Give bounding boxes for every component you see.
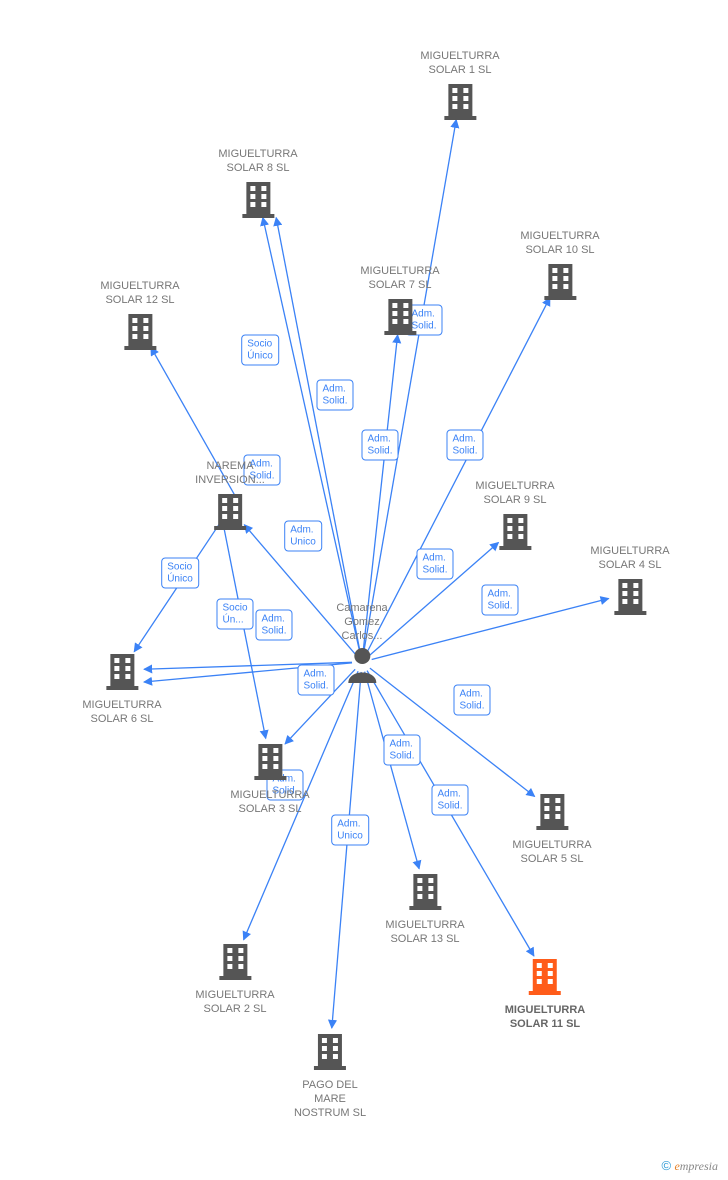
- edge: [370, 668, 535, 796]
- edge-label: Adm. Unico: [284, 521, 322, 552]
- building-icon: [527, 955, 563, 1000]
- company-label: MIGUELTURRA SOLAR 8 SL: [218, 148, 297, 176]
- company-node[interactable]: NAREMA INVERSION...: [195, 460, 265, 535]
- edge: [365, 672, 419, 869]
- building-icon: [104, 650, 140, 695]
- edge: [332, 672, 361, 1028]
- building-icon: [542, 260, 578, 305]
- company-label: MIGUELTURRA SOLAR 2 SL: [195, 989, 274, 1017]
- company-node[interactable]: MIGUELTURRA SOLAR 7 SL: [360, 265, 439, 340]
- copyright-symbol: ©: [662, 1158, 672, 1173]
- company-label: MIGUELTURRA SOLAR 3 SL: [230, 789, 309, 817]
- building-icon: [497, 510, 533, 555]
- person-node[interactable]: Camarena Gomez Carlos...: [336, 602, 387, 688]
- company-label: MIGUELTURRA SOLAR 11 SL: [505, 1004, 585, 1032]
- footer: © empresia: [662, 1158, 719, 1174]
- person-label: Camarena Gomez Carlos...: [336, 602, 387, 643]
- company-node[interactable]: MIGUELTURRA SOLAR 11 SL: [505, 955, 585, 1032]
- edge-label: Adm. Unico: [331, 815, 369, 846]
- edge: [263, 217, 360, 652]
- company-node[interactable]: PAGO DEL MARE NOSTRUM SL: [294, 1030, 366, 1120]
- edge-label: Socio Ún...: [216, 599, 253, 630]
- person-icon: [336, 645, 387, 688]
- company-node[interactable]: MIGUELTURRA SOLAR 6 SL: [82, 650, 161, 727]
- edge-label: Adm. Solid.: [446, 430, 483, 461]
- edge-label: Adm. Solid.: [316, 380, 353, 411]
- edge-label: Adm. Solid.: [297, 665, 334, 696]
- building-icon: [442, 80, 478, 125]
- edge-label: Adm. Solid.: [453, 685, 490, 716]
- company-label: PAGO DEL MARE NOSTRUM SL: [294, 1079, 366, 1120]
- edge-label: Socio Único: [241, 335, 279, 366]
- company-label: MIGUELTURRA SOLAR 1 SL: [420, 50, 499, 78]
- company-node[interactable]: MIGUELTURRA SOLAR 2 SL: [195, 940, 274, 1017]
- company-label: MIGUELTURRA SOLAR 4 SL: [590, 545, 669, 573]
- edge: [276, 218, 360, 653]
- edge-label: Adm. Solid.: [383, 735, 420, 766]
- company-label: MIGUELTURRA SOLAR 5 SL: [512, 839, 591, 867]
- building-icon: [240, 178, 276, 223]
- edge-label: Adm. Solid.: [416, 549, 453, 580]
- building-icon: [122, 310, 158, 355]
- company-label: MIGUELTURRA SOLAR 6 SL: [82, 699, 161, 727]
- company-label: MIGUELTURRA SOLAR 13 SL: [385, 919, 464, 947]
- edge-label: Adm. Solid.: [481, 585, 518, 616]
- building-icon: [312, 1030, 348, 1075]
- company-node[interactable]: MIGUELTURRA SOLAR 10 SL: [520, 230, 599, 305]
- company-label: MIGUELTURRA SOLAR 10 SL: [520, 230, 599, 258]
- company-node[interactable]: MIGUELTURRA SOLAR 3 SL: [230, 740, 309, 817]
- edge-label: Adm. Solid.: [361, 430, 398, 461]
- company-node[interactable]: MIGUELTURRA SOLAR 8 SL: [218, 148, 297, 223]
- company-node[interactable]: MIGUELTURRA SOLAR 12 SL: [100, 280, 179, 355]
- edge-label: Adm. Solid.: [431, 785, 468, 816]
- building-icon: [612, 575, 648, 620]
- company-node[interactable]: MIGUELTURRA SOLAR 5 SL: [512, 790, 591, 867]
- building-icon: [217, 940, 253, 985]
- building-icon: [534, 790, 570, 835]
- company-node[interactable]: MIGUELTURRA SOLAR 9 SL: [475, 480, 554, 555]
- company-node[interactable]: MIGUELTURRA SOLAR 4 SL: [590, 545, 669, 620]
- brand-rest: mpresia: [680, 1159, 718, 1173]
- edge-label: Socio Único: [161, 558, 199, 589]
- company-label: MIGUELTURRA SOLAR 7 SL: [360, 265, 439, 293]
- company-label: MIGUELTURRA SOLAR 9 SL: [475, 480, 554, 508]
- edge-label: Adm. Solid.: [255, 610, 292, 641]
- building-icon: [382, 295, 418, 340]
- company-label: NAREMA INVERSION...: [195, 460, 265, 488]
- building-icon: [407, 870, 443, 915]
- building-icon: [252, 740, 288, 785]
- company-node[interactable]: MIGUELTURRA SOLAR 13 SL: [385, 870, 464, 947]
- company-label: MIGUELTURRA SOLAR 12 SL: [100, 280, 179, 308]
- company-node[interactable]: MIGUELTURRA SOLAR 1 SL: [420, 50, 499, 125]
- building-icon: [212, 490, 248, 535]
